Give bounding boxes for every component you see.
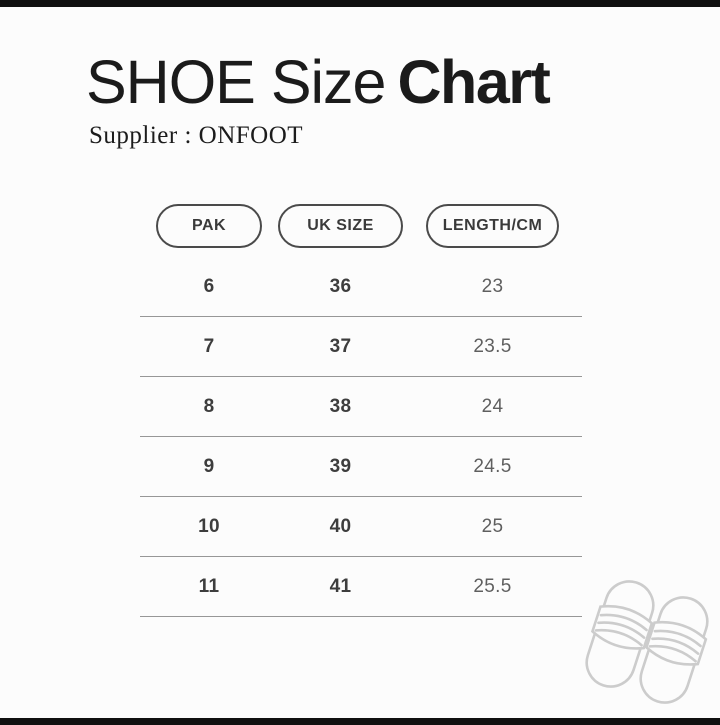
- page-title-regular: SHOE Size: [86, 48, 386, 116]
- cell-length-cm: 23: [481, 275, 504, 297]
- table-body: 6 36 23 7 37 23.5 8 38 24 9 39 24.5 10: [140, 257, 582, 617]
- cell-length-cm: 24: [481, 395, 504, 417]
- bottom-border-bar: [0, 718, 720, 725]
- page-title: SHOE Size Chart: [86, 48, 551, 116]
- column-header-length-cm: LENGTH/CM: [426, 204, 559, 248]
- header-cell-uk-size: UK SIZE: [278, 204, 403, 248]
- table-row: 11 41 25.5: [140, 557, 582, 617]
- size-table: PAK UK SIZE LENGTH/CM 6 36 23 7 37 23.5 …: [140, 204, 582, 617]
- cell-pak-size: 10: [198, 515, 220, 537]
- cell-pak-size: 11: [198, 575, 220, 597]
- cell-uk-size: 41: [329, 575, 352, 597]
- supplier-label: Supplier : ONFOOT: [89, 122, 304, 149]
- table-row: 7 37 23.5: [140, 317, 582, 377]
- table-header-row: PAK UK SIZE LENGTH/CM: [140, 204, 582, 248]
- header-cell-pak: PAK: [140, 204, 278, 248]
- table-row: 10 40 25: [140, 497, 582, 557]
- cell-pak-size: 6: [203, 275, 215, 297]
- cell-length-cm: 23.5: [473, 335, 512, 357]
- column-header-pak: PAK: [156, 204, 262, 248]
- cell-uk-size: 37: [329, 335, 352, 357]
- cell-pak-size: 8: [203, 395, 215, 417]
- header-cell-length-cm: LENGTH/CM: [403, 204, 582, 248]
- cell-length-cm: 25: [481, 515, 504, 537]
- cell-uk-size: 39: [329, 455, 352, 477]
- cell-length-cm: 24.5: [473, 455, 512, 477]
- table-row: 8 38 24: [140, 377, 582, 437]
- cell-length-cm: 25.5: [473, 575, 512, 597]
- cell-uk-size: 36: [329, 275, 352, 297]
- page-title-bold: Chart: [397, 48, 551, 116]
- table-row: 9 39 24.5: [140, 437, 582, 497]
- cell-pak-size: 9: [203, 455, 215, 477]
- cell-pak-size: 7: [203, 335, 215, 357]
- table-row: 6 36 23: [140, 257, 582, 317]
- slippers-icon: [585, 580, 709, 704]
- column-header-uk-size: UK SIZE: [278, 204, 403, 248]
- cell-uk-size: 40: [329, 515, 352, 537]
- cell-uk-size: 38: [329, 395, 352, 417]
- top-border-bar: [0, 0, 720, 7]
